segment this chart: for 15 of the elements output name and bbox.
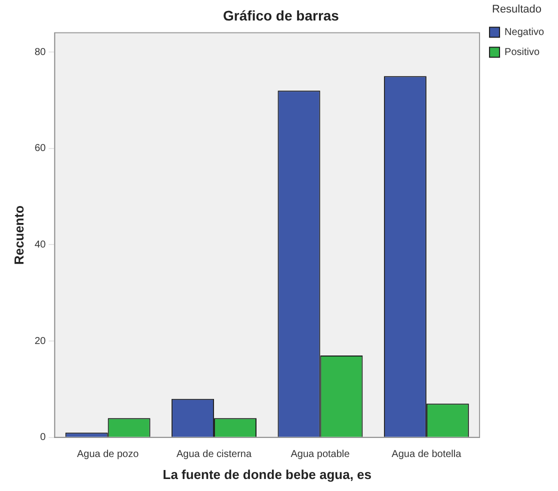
x-tick-label: Agua potable — [290, 449, 350, 460]
y-axis-title: Recuento — [11, 205, 26, 265]
x-axis-title: La fuente de donde bebe agua, es — [162, 466, 372, 482]
legend-title: Resultado — [492, 4, 542, 16]
y-tick-label: 0 — [40, 432, 46, 444]
chart-title: Gráfico de barras — [223, 7, 340, 24]
y-tick-label: 80 — [34, 46, 46, 58]
x-tick-label: Agua de pozo — [76, 449, 140, 460]
legend-label: Negativo — [504, 26, 544, 38]
y-tick-label: 20 — [34, 336, 46, 347]
x-tick-label: Agua de botella — [392, 449, 462, 460]
y-tick-label: 40 — [34, 239, 46, 250]
y-tick-label: 60 — [34, 143, 46, 154]
x-tick-label: Agua de cisterna — [176, 449, 252, 460]
legend-label: Positivo — [504, 46, 540, 58]
